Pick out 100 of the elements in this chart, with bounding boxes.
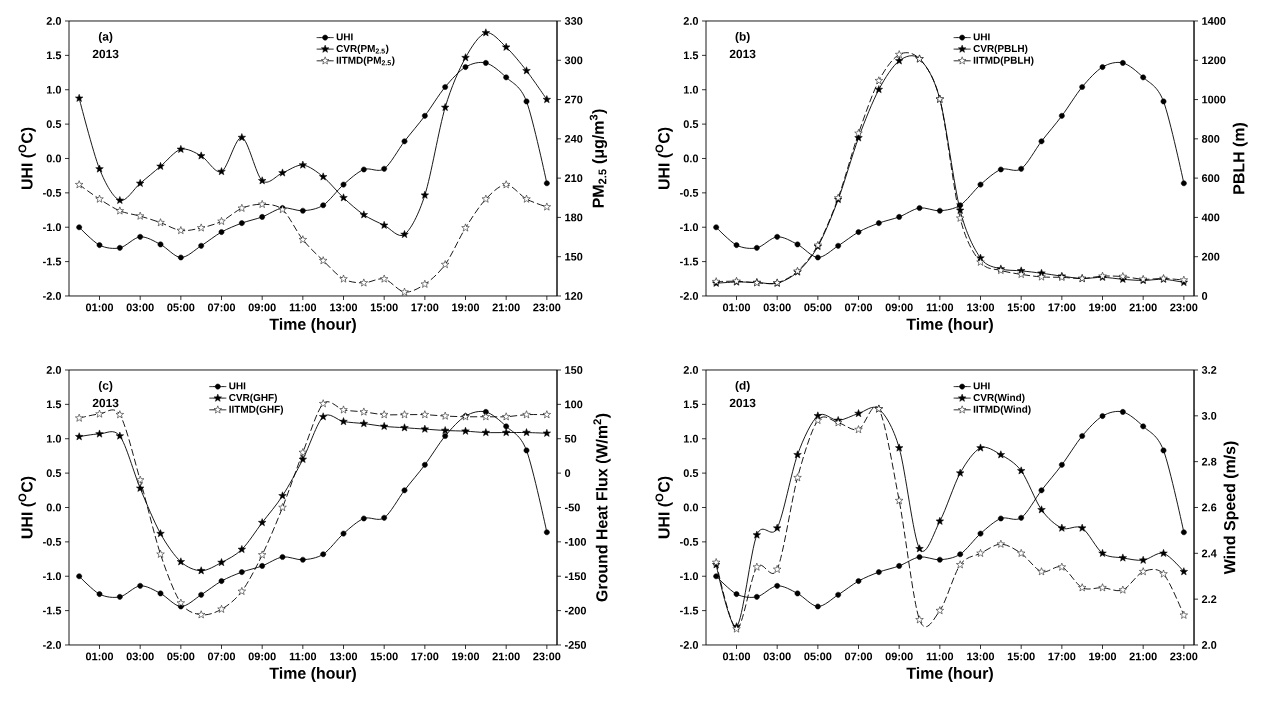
legend-label: UHI bbox=[973, 33, 990, 41]
y-tick-label: -1.0 bbox=[680, 223, 699, 232]
y-tick-label: 2.0 bbox=[46, 366, 62, 374]
x-tick-label: 09:00 bbox=[248, 303, 276, 312]
y-tick-label: 0.0 bbox=[683, 503, 699, 512]
y2-tick-label: 150 bbox=[565, 366, 583, 374]
y-tick-label: 1.5 bbox=[683, 400, 699, 409]
y2-tick-label: 2.8 bbox=[1201, 457, 1217, 466]
y-tick-label: 1.5 bbox=[683, 51, 699, 60]
y2-tick-label: 2.4 bbox=[1201, 549, 1217, 558]
y-tick-label: -1.0 bbox=[43, 572, 62, 581]
x-tick-label: 05:00 bbox=[167, 303, 195, 312]
y-tick-label: 0.5 bbox=[683, 469, 699, 477]
x-axis-title: Time (hour) bbox=[906, 318, 993, 333]
x-tick-label: 13:00 bbox=[967, 652, 995, 661]
x-tick-label: 11:00 bbox=[289, 652, 317, 661]
legend-label: IITMD(Wind) bbox=[973, 405, 1031, 415]
y2-tick-label: -200 bbox=[564, 606, 587, 615]
y-tick-label: 1.0 bbox=[683, 85, 699, 94]
y2-tick-label: 180 bbox=[565, 213, 583, 222]
x-tick-label: 23:00 bbox=[1170, 303, 1198, 312]
annotation: 2013 bbox=[729, 49, 756, 59]
x-tick-label: 09:00 bbox=[248, 652, 276, 661]
y-tick-label: -0.5 bbox=[43, 537, 62, 546]
x-tick-label: 11:00 bbox=[289, 303, 317, 312]
x-tick-label: 03:00 bbox=[126, 303, 154, 312]
y-tick-label: -2.0 bbox=[680, 292, 699, 300]
y-tick-label: -1.5 bbox=[43, 257, 62, 266]
x-tick-label: 15:00 bbox=[370, 652, 398, 661]
y-tick-label: -2.0 bbox=[43, 292, 62, 300]
x-tick-label: 13:00 bbox=[330, 303, 358, 312]
x-tick-label: 07:00 bbox=[207, 303, 236, 312]
x-tick-label: 23:00 bbox=[1170, 652, 1198, 661]
y2-tick-label: 1200 bbox=[1202, 56, 1226, 65]
x-tick-label: 13:00 bbox=[967, 303, 995, 312]
y-tick-label: -2.0 bbox=[680, 641, 699, 649]
x-tick-label: 13:00 bbox=[330, 652, 358, 661]
y-tick-label: 0.5 bbox=[683, 120, 699, 128]
y2-tick-label: 600 bbox=[1201, 174, 1220, 183]
x-tick-label: 21:00 bbox=[492, 652, 520, 661]
y-tick-label: 0.5 bbox=[46, 469, 62, 477]
y-tick-label: -0.5 bbox=[43, 188, 62, 197]
x-tick-label: 17:00 bbox=[411, 652, 439, 661]
y-tick-label: -0.5 bbox=[680, 537, 699, 546]
x-tick-label: 05:00 bbox=[804, 652, 832, 661]
y2-tick-label: 3.2 bbox=[1201, 366, 1217, 374]
y-axis-title: UHI ($^{O}$C) bbox=[655, 476, 673, 539]
x-tick-label: 17:00 bbox=[1048, 303, 1076, 312]
x-tick-label: 07:00 bbox=[207, 652, 236, 661]
legend-label: CVR(PBLH) bbox=[973, 44, 1028, 55]
y2-tick-label: 100 bbox=[565, 400, 583, 409]
y2-axis-title: PBLH (m) bbox=[1232, 122, 1248, 194]
x-tick-label: 21:00 bbox=[1129, 652, 1157, 661]
y2-tick-label: 1400 bbox=[1202, 17, 1226, 25]
y-tick-label: -1.5 bbox=[43, 606, 62, 615]
annotation: 2013 bbox=[92, 398, 119, 408]
y-tick-label: -1.5 bbox=[680, 606, 699, 615]
x-tick-label: 01:00 bbox=[722, 303, 751, 312]
legend-label: UHI bbox=[973, 382, 990, 390]
annotation: 2013 bbox=[92, 49, 119, 59]
y-tick-label: -1.5 bbox=[680, 257, 699, 266]
annotation: (c) bbox=[98, 380, 113, 393]
x-tick-label: 05:00 bbox=[804, 303, 832, 312]
y2-tick-label: 0 bbox=[1201, 292, 1208, 300]
x-tick-label: 03:00 bbox=[763, 303, 791, 312]
y2-tick-label: 400 bbox=[1201, 213, 1220, 222]
y-axis-title: UHI ($^{O}$C) bbox=[655, 127, 673, 190]
y-tick-label: 0.0 bbox=[683, 154, 699, 163]
y-axis-title: UHI ($^{O}$C) bbox=[18, 476, 36, 539]
y-tick-label: 1.5 bbox=[46, 400, 62, 409]
y-tick-label: 2.0 bbox=[683, 366, 699, 374]
y-tick-label: -0.5 bbox=[680, 188, 699, 197]
y-axis-title: UHI ($^{O}$C) bbox=[18, 127, 36, 190]
x-tick-label: 17:00 bbox=[411, 303, 439, 312]
x-tick-label: 07:00 bbox=[844, 652, 873, 661]
y-tick-label: 1.0 bbox=[46, 85, 62, 94]
x-tick-label: 19:00 bbox=[1089, 303, 1117, 312]
y2-tick-label: 800 bbox=[1201, 134, 1220, 143]
x-tick-label: 01:00 bbox=[722, 652, 751, 661]
y2-tick-label: -50 bbox=[564, 503, 580, 512]
legend-label: UHI bbox=[336, 33, 353, 41]
y-tick-label: 0.0 bbox=[46, 503, 62, 512]
x-tick-label: 05:00 bbox=[167, 652, 195, 661]
y2-axis-title: Ground Heat Flux (W/m$^{2}$) bbox=[593, 413, 611, 602]
x-tick-label: 07:00 bbox=[844, 303, 873, 312]
annotation: (b) bbox=[735, 31, 750, 44]
x-tick-label: 21:00 bbox=[492, 303, 520, 312]
x-tick-label: 15:00 bbox=[1007, 652, 1035, 661]
y-tick-label: 1.0 bbox=[683, 434, 699, 443]
x-axis-title: Time (hour) bbox=[269, 318, 356, 333]
y-tick-label: -1.0 bbox=[43, 223, 62, 232]
x-tick-label: 09:00 bbox=[885, 652, 913, 661]
x-tick-label: 23:00 bbox=[533, 652, 561, 661]
y2-tick-label: 210 bbox=[564, 174, 583, 183]
x-tick-label: 01:00 bbox=[85, 652, 114, 661]
x-tick-label: 23:00 bbox=[533, 303, 561, 312]
x-tick-label: 01:00 bbox=[85, 303, 114, 312]
y2-tick-label: 200 bbox=[1201, 252, 1220, 261]
y2-tick-label: 0 bbox=[564, 469, 571, 477]
x-tick-label: 21:00 bbox=[1129, 303, 1157, 312]
